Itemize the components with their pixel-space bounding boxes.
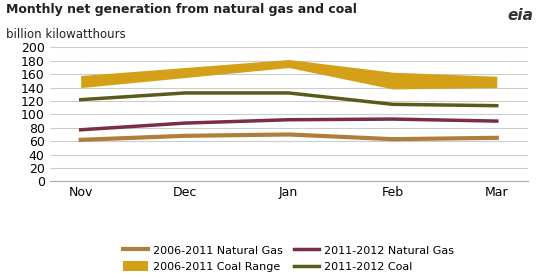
Text: Monthly net generation from natural gas and coal: Monthly net generation from natural gas … bbox=[6, 3, 356, 16]
Text: eia: eia bbox=[508, 8, 534, 23]
Legend: 2006-2011 Natural Gas, 2006-2011 Coal Range, 2011-2012 Natural Gas, 2011-2012 Co: 2006-2011 Natural Gas, 2006-2011 Coal Ra… bbox=[119, 240, 459, 276]
Text: billion kilowatthours: billion kilowatthours bbox=[6, 28, 125, 41]
